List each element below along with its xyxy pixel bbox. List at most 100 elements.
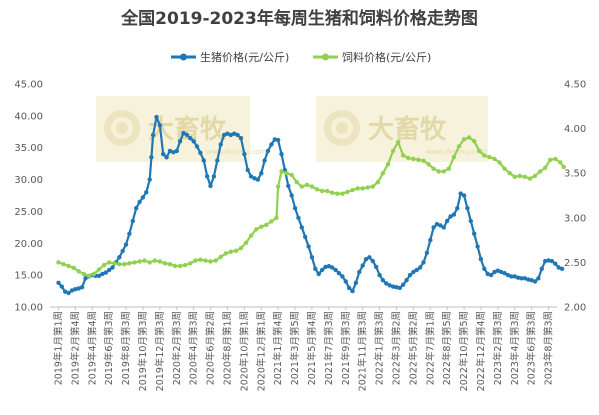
data-point bbox=[431, 166, 436, 171]
y-right-tick-label: 2.00 bbox=[564, 303, 586, 314]
y-left-tick-label: 45.00 bbox=[14, 80, 43, 91]
data-point bbox=[167, 148, 173, 154]
data-point bbox=[451, 212, 457, 217]
data-point bbox=[264, 222, 269, 228]
data-point bbox=[374, 264, 379, 270]
data-point bbox=[213, 258, 218, 263]
x-tick-label: 2021年3月第5周 bbox=[289, 311, 301, 385]
data-point bbox=[286, 183, 291, 189]
data-point bbox=[289, 172, 294, 178]
data-point bbox=[161, 151, 166, 157]
data-point bbox=[472, 138, 477, 144]
data-point bbox=[174, 148, 179, 154]
data-point bbox=[553, 261, 558, 266]
data-point bbox=[517, 173, 522, 179]
data-point bbox=[265, 148, 271, 154]
data-point bbox=[243, 240, 249, 245]
data-point bbox=[157, 259, 163, 264]
data-point bbox=[319, 188, 325, 194]
data-point bbox=[365, 185, 370, 190]
x-tick-label: 2021年1月第4周 bbox=[272, 311, 284, 385]
x-tick-label: 2020年10月第1周 bbox=[238, 311, 250, 391]
data-point bbox=[436, 169, 441, 174]
data-point bbox=[208, 183, 213, 189]
data-point bbox=[201, 158, 206, 163]
chart-title: 全国2019-2023年每周生猪和饲料价格走势图 bbox=[120, 8, 478, 29]
x-tick-label: 2021年7月第3周 bbox=[323, 311, 335, 385]
data-point bbox=[488, 272, 494, 278]
data-point bbox=[456, 144, 462, 149]
data-point bbox=[375, 179, 381, 185]
data-point bbox=[466, 135, 472, 140]
data-point bbox=[140, 195, 146, 200]
data-point bbox=[319, 267, 325, 273]
data-point bbox=[292, 206, 298, 211]
y-left-tick-label: 35.00 bbox=[14, 143, 43, 154]
data-point bbox=[248, 233, 254, 238]
data-point bbox=[62, 289, 68, 294]
data-point bbox=[188, 136, 193, 141]
y-right-tick-label: 3.00 bbox=[564, 213, 586, 224]
data-point bbox=[441, 169, 446, 174]
data-point bbox=[350, 288, 355, 294]
data-point bbox=[360, 186, 365, 191]
data-point bbox=[330, 190, 335, 195]
data-point bbox=[424, 250, 430, 255]
data-point bbox=[56, 280, 61, 285]
data-point bbox=[495, 268, 500, 273]
legend-label-feed-price: 饲料价格(元/公斤) bbox=[342, 50, 431, 64]
data-point bbox=[553, 156, 558, 162]
data-point bbox=[262, 158, 267, 163]
data-point bbox=[455, 206, 460, 211]
data-point bbox=[66, 263, 71, 269]
data-point bbox=[112, 261, 117, 266]
data-point bbox=[154, 114, 159, 120]
data-point bbox=[191, 139, 196, 144]
data-point bbox=[134, 206, 139, 211]
data-point bbox=[314, 187, 320, 192]
data-point bbox=[325, 188, 330, 194]
data-point bbox=[309, 255, 315, 260]
data-point bbox=[215, 158, 220, 163]
data-point bbox=[407, 272, 413, 278]
data-point bbox=[76, 269, 81, 274]
data-point bbox=[549, 258, 555, 264]
data-point bbox=[465, 206, 470, 211]
data-point bbox=[353, 280, 359, 285]
x-tick-label: 2022年12月第4周 bbox=[475, 311, 487, 391]
data-point bbox=[404, 278, 409, 283]
data-point bbox=[299, 184, 304, 189]
data-point bbox=[218, 254, 223, 260]
x-tick-label: 2019年1月第1周 bbox=[52, 311, 64, 385]
data-point bbox=[232, 131, 237, 136]
data-point bbox=[164, 155, 169, 160]
data-point bbox=[411, 156, 416, 162]
data-point bbox=[451, 154, 457, 160]
data-point bbox=[519, 276, 524, 281]
data-point bbox=[66, 290, 71, 296]
data-point bbox=[444, 218, 450, 224]
data-point bbox=[56, 260, 61, 265]
data-point bbox=[468, 218, 473, 224]
data-point bbox=[259, 171, 264, 176]
data-point bbox=[110, 265, 115, 270]
data-point bbox=[458, 191, 463, 196]
data-point bbox=[162, 261, 168, 266]
data-point bbox=[194, 144, 200, 149]
data-point bbox=[477, 148, 482, 154]
data-point bbox=[279, 151, 284, 157]
data-point bbox=[96, 267, 102, 272]
data-point bbox=[188, 261, 193, 266]
data-point bbox=[122, 262, 127, 267]
data-point bbox=[340, 191, 345, 196]
x-tick-label: 2022年7月第1周 bbox=[424, 311, 436, 385]
data-point bbox=[117, 262, 122, 267]
data-point bbox=[336, 271, 342, 276]
data-point bbox=[147, 177, 152, 182]
data-point bbox=[401, 282, 406, 287]
data-point bbox=[507, 171, 512, 176]
data-point bbox=[421, 158, 426, 163]
data-point bbox=[117, 255, 122, 260]
data-point bbox=[367, 255, 372, 260]
y-right-tick-label: 3.50 bbox=[564, 169, 586, 180]
